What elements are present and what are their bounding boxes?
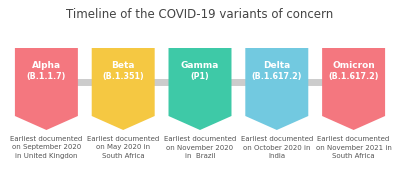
Text: Alpha: Alpha bbox=[32, 61, 61, 70]
Text: (B.1.1.7): (B.1.1.7) bbox=[27, 72, 66, 81]
Text: (B.1.617.2): (B.1.617.2) bbox=[328, 72, 379, 81]
Text: Omicron: Omicron bbox=[332, 61, 375, 70]
Text: Timeline of the COVID-19 variants of concern: Timeline of the COVID-19 variants of con… bbox=[66, 8, 334, 21]
Text: Delta: Delta bbox=[263, 61, 290, 70]
Polygon shape bbox=[92, 48, 155, 130]
Text: Earliest documented
on November 2020
in  Brazil: Earliest documented on November 2020 in … bbox=[164, 136, 236, 159]
Text: Earliest documented
on September 2020
in United Kingdon: Earliest documented on September 2020 in… bbox=[10, 136, 82, 159]
Polygon shape bbox=[245, 48, 308, 130]
Text: Earliest documented
on May 2020 in
South Africa: Earliest documented on May 2020 in South… bbox=[87, 136, 159, 159]
Polygon shape bbox=[15, 48, 78, 130]
Text: Earliest documented
on October 2020 in
India: Earliest documented on October 2020 in I… bbox=[241, 136, 313, 159]
Text: Earliest documented
on November 2021 in
South Africa: Earliest documented on November 2021 in … bbox=[316, 136, 392, 159]
Text: (P1): (P1) bbox=[191, 72, 209, 81]
Polygon shape bbox=[322, 48, 385, 130]
Text: (B.1.617.2): (B.1.617.2) bbox=[252, 72, 302, 81]
Text: Gamma: Gamma bbox=[181, 61, 219, 70]
Text: Beta: Beta bbox=[112, 61, 135, 70]
Text: (B.1.351): (B.1.351) bbox=[102, 72, 144, 81]
Polygon shape bbox=[168, 48, 232, 130]
